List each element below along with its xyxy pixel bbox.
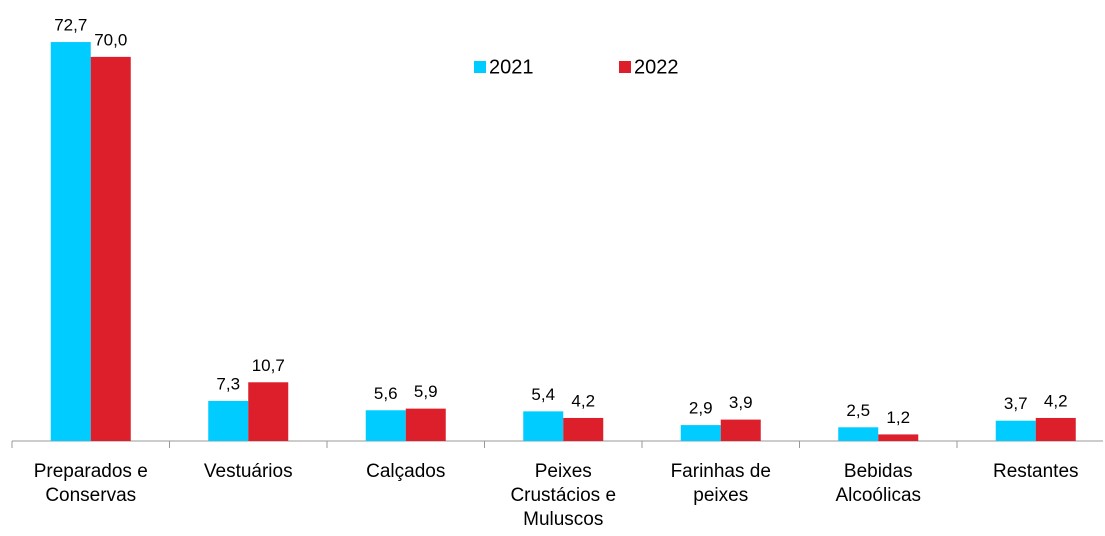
value-label: 4,2: [1044, 391, 1068, 410]
bar: [365, 410, 406, 441]
x-tick-label: Vestuários: [204, 461, 293, 482]
x-tick-label: Calçados: [366, 461, 445, 482]
value-label: 72,7: [54, 16, 87, 35]
bar: [248, 382, 289, 441]
value-label: 7,3: [216, 374, 240, 393]
legend-label: 2022: [634, 56, 679, 78]
bar: [838, 427, 879, 441]
bar: [208, 400, 249, 441]
x-tick-label: Preparados e: [34, 461, 148, 482]
bar: [878, 434, 919, 441]
value-label: 5,9: [414, 382, 438, 401]
legend-label: 2021: [489, 56, 534, 78]
x-tick-label: Farinhas de: [671, 461, 771, 482]
value-label: 70,0: [94, 30, 127, 49]
value-label: 5,6: [374, 384, 398, 403]
value-label: 2,5: [846, 401, 870, 420]
bar: [1035, 417, 1076, 441]
x-tick-label: Peixes: [535, 461, 592, 482]
value-label: 1,2: [886, 408, 910, 427]
value-label: 3,9: [729, 393, 753, 412]
x-tick-label: Muluscos: [523, 509, 603, 530]
bar: [523, 411, 564, 441]
bar: [680, 425, 721, 441]
x-tick-label: Bebidas: [844, 461, 913, 482]
value-label: 4,2: [571, 391, 595, 410]
x-tick-label: Restantes: [993, 461, 1079, 482]
value-label: 2,9: [689, 399, 713, 418]
x-tick-label: peixes: [693, 485, 748, 506]
bar: [405, 408, 446, 441]
x-tick-label: Conservas: [45, 485, 136, 506]
value-label: 5,4: [531, 385, 555, 404]
value-label: 3,7: [1004, 394, 1028, 413]
legend-swatch: [619, 61, 631, 73]
bar: [563, 417, 604, 441]
bar: [995, 420, 1036, 441]
bar: [50, 42, 91, 442]
bar: [90, 56, 131, 441]
legend-swatch: [474, 61, 486, 73]
x-tick-label: Alcoólicas: [835, 485, 921, 506]
value-label: 10,7: [252, 356, 285, 375]
bar: [720, 419, 761, 441]
x-tick-label: Crustácios e: [510, 485, 616, 506]
